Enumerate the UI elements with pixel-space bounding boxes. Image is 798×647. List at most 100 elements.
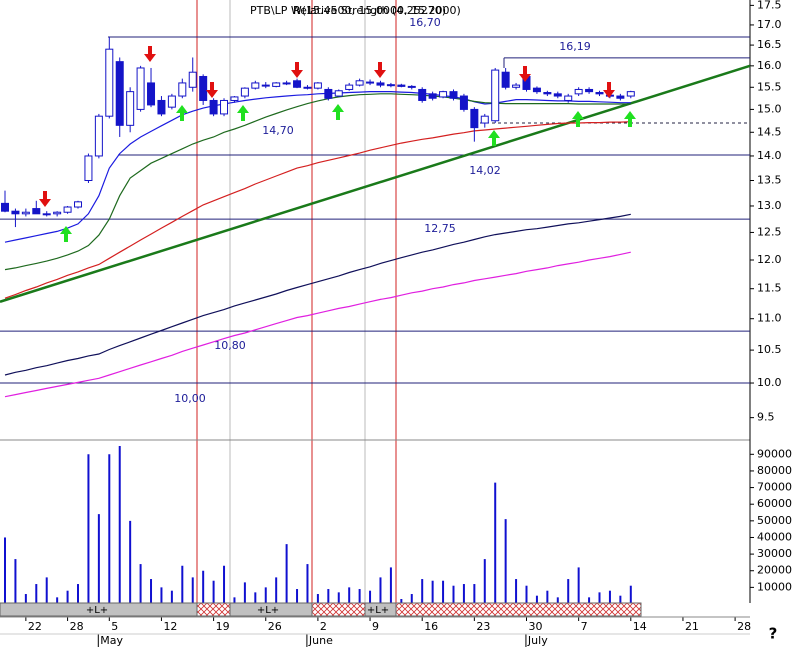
volume-tick-label: 30000 bbox=[757, 547, 792, 560]
x-tick-label: 26 bbox=[268, 620, 282, 633]
candle-body bbox=[324, 88, 333, 99]
y-tick-label: 14.5 bbox=[757, 125, 782, 138]
x-tick-label: 23 bbox=[476, 620, 490, 633]
candle-body bbox=[397, 84, 406, 87]
y-tick-label: 13.5 bbox=[757, 174, 782, 187]
candle-body bbox=[418, 88, 427, 101]
candle-body bbox=[449, 91, 458, 99]
candle-body bbox=[42, 213, 51, 216]
candle-body bbox=[532, 87, 541, 93]
x-tick-label: 19 bbox=[216, 620, 230, 633]
x-tick-label: 9 bbox=[372, 620, 379, 633]
candle-body bbox=[126, 91, 135, 126]
volume-tick-label: 50000 bbox=[757, 514, 792, 527]
candle-body bbox=[282, 82, 291, 85]
x-tick-label: 28 bbox=[70, 620, 84, 633]
strip-label: +L+ bbox=[257, 605, 279, 616]
candle-body bbox=[616, 95, 625, 99]
moving-average bbox=[4, 251, 631, 398]
y-tick-label: 9.5 bbox=[757, 411, 775, 424]
candle-body bbox=[501, 71, 510, 88]
volume-tick-label: 70000 bbox=[757, 481, 792, 494]
candle-body bbox=[564, 95, 573, 101]
candle-body bbox=[313, 82, 322, 89]
candle-body bbox=[543, 92, 552, 95]
y-tick-label: 17.5 bbox=[757, 0, 782, 11]
candle-body bbox=[345, 84, 354, 90]
session-lines bbox=[196, 0, 397, 603]
candle-body bbox=[626, 91, 635, 97]
y-tick-label: 10.0 bbox=[757, 376, 782, 389]
candle-body bbox=[355, 80, 364, 86]
candle-body bbox=[480, 115, 489, 124]
x-tick-label: 22 bbox=[28, 620, 42, 633]
candle-body bbox=[105, 48, 114, 117]
volume-tick-label: 10000 bbox=[757, 580, 792, 593]
x-tick-label: 2 bbox=[320, 620, 327, 633]
candle-body bbox=[230, 96, 239, 101]
candle-body bbox=[11, 210, 20, 215]
candle-body bbox=[459, 95, 468, 110]
candle-body bbox=[303, 86, 312, 89]
candle-body bbox=[1, 202, 9, 212]
candle-body bbox=[334, 90, 343, 97]
candle-body bbox=[147, 82, 156, 106]
moving-average bbox=[4, 121, 631, 299]
candle-body bbox=[115, 61, 124, 126]
status-strip: +L+ +L+ +L+ bbox=[0, 602, 642, 617]
candle-body bbox=[21, 211, 30, 215]
x-tick-label: 14 bbox=[633, 620, 647, 633]
month-label: June bbox=[308, 634, 333, 647]
x-tick-label: 30 bbox=[529, 620, 543, 633]
y-tick-label: 11.0 bbox=[757, 312, 782, 325]
y-tick-label: 15.5 bbox=[757, 80, 782, 93]
candle-body bbox=[574, 88, 583, 95]
candle-body bbox=[251, 82, 260, 89]
candle-body bbox=[491, 69, 500, 122]
x-tick-label: 21 bbox=[685, 620, 699, 633]
x-tick-label: 12 bbox=[163, 620, 177, 633]
chart-subtitle: Relative Strength (4.25270) bbox=[293, 4, 446, 17]
level-label: 16,70 bbox=[409, 16, 441, 29]
candle-body bbox=[84, 155, 93, 182]
candle-body bbox=[74, 201, 83, 208]
x-tick-label: 7 bbox=[581, 620, 588, 633]
strip-label: +L+ bbox=[86, 605, 108, 616]
y-tick-label: 12.5 bbox=[757, 225, 782, 238]
x-tick-label: 28 bbox=[737, 620, 751, 633]
candle-body bbox=[261, 84, 270, 87]
candle-body bbox=[595, 92, 604, 95]
candle-body bbox=[32, 208, 41, 215]
candle-body bbox=[220, 99, 229, 115]
volume-tick-label: 80000 bbox=[757, 464, 792, 477]
moving-average bbox=[4, 90, 631, 243]
trendline bbox=[0, 64, 751, 303]
month-label: July bbox=[527, 634, 548, 647]
candle-body bbox=[366, 81, 375, 84]
y-tick-label: 14.0 bbox=[757, 149, 782, 162]
candle-body bbox=[178, 82, 187, 97]
candle-body bbox=[386, 84, 395, 87]
strip-segment bbox=[311, 602, 366, 617]
candle-body bbox=[585, 88, 594, 93]
moving-average bbox=[4, 213, 631, 376]
level-label: 10,00 bbox=[174, 392, 206, 405]
candle-body bbox=[272, 82, 281, 87]
candle-body bbox=[428, 93, 437, 99]
candle-body bbox=[407, 85, 416, 88]
candle-body bbox=[209, 99, 218, 115]
month-label: May bbox=[100, 634, 123, 647]
candle-body bbox=[167, 95, 176, 108]
help-button[interactable]: ? bbox=[769, 625, 778, 643]
volume-tick-label: 90000 bbox=[757, 447, 792, 460]
candle-body bbox=[512, 84, 521, 88]
strip-label: +L+ bbox=[367, 605, 389, 616]
strip-segment bbox=[395, 602, 642, 617]
candle-body bbox=[293, 80, 302, 88]
y-tick-label: 16.0 bbox=[757, 59, 782, 72]
y-tick-label: 13.0 bbox=[757, 199, 782, 212]
candle-body bbox=[553, 93, 562, 97]
